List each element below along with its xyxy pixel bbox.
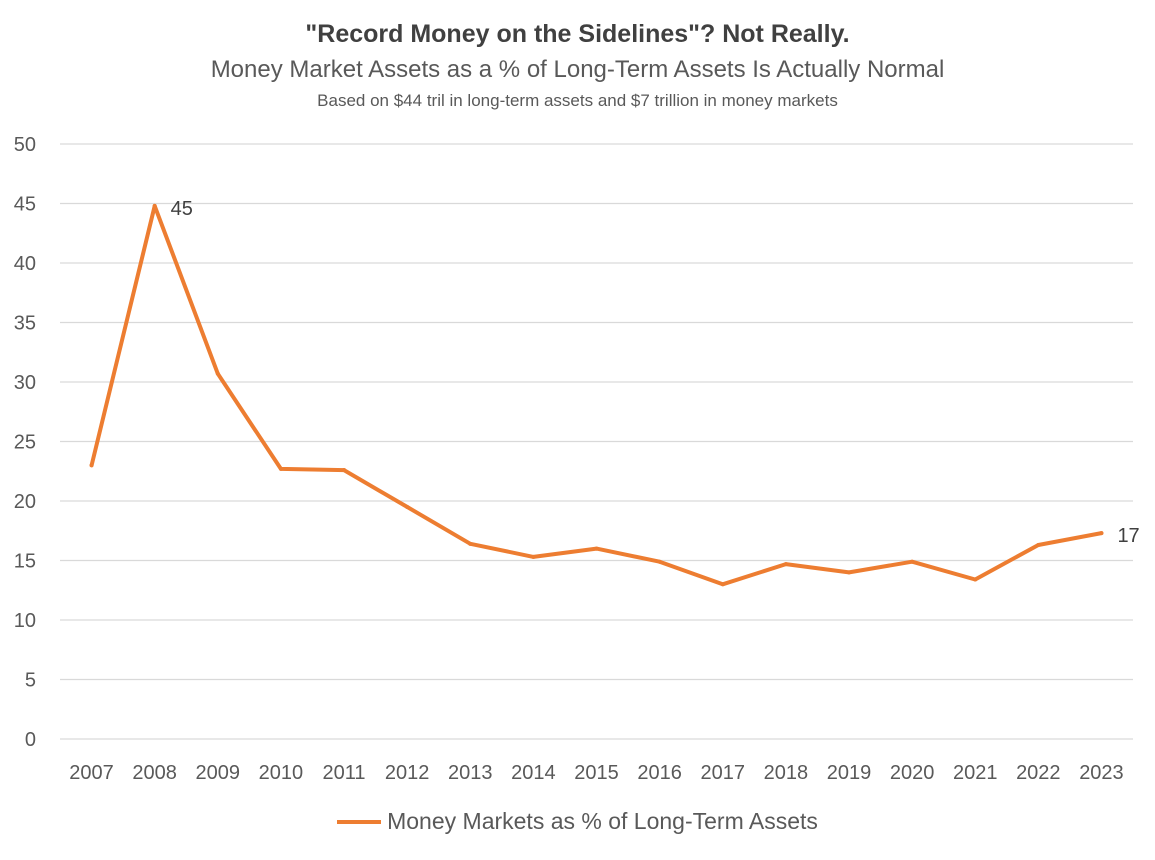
x-tick-label: 2017 [700, 762, 745, 784]
x-tick-label: 2020 [890, 762, 935, 784]
x-tick-label: 2011 [323, 762, 366, 784]
chart-note: Based on $44 tril in long-term assets an… [317, 91, 838, 110]
y-axis-ticks: 0 5 10 15 20 25 30 35 40 45 50 [14, 134, 36, 751]
y-tick-label: 40 [14, 253, 36, 275]
y-tick-label: 30 [14, 372, 36, 394]
x-tick-label: 2007 [69, 762, 114, 784]
data-point [152, 203, 157, 208]
legend-swatch [337, 819, 382, 824]
y-tick-label: 35 [14, 313, 36, 335]
x-tick-label: 2013 [448, 762, 493, 784]
data-point [910, 559, 915, 564]
chart-subtitle: Money Market Assets as a % of Long-Term … [210, 56, 945, 83]
x-tick-label: 2023 [1079, 762, 1124, 784]
x-tick-label: 2016 [637, 762, 682, 784]
y-tick-label: 15 [14, 551, 36, 573]
data-point [405, 504, 410, 509]
legend: Money Markets as % of Long-Term Assets [0, 808, 1155, 835]
data-point [468, 541, 473, 546]
x-tick-label: 2018 [764, 762, 809, 784]
data-point [720, 582, 725, 587]
x-tick-label: 2012 [385, 762, 430, 784]
x-tick-label: 2009 [196, 762, 241, 784]
x-tick-label: 2019 [827, 762, 872, 784]
data-label: 45 [171, 198, 193, 220]
gridlines [60, 143, 1133, 740]
x-tick-label: 2015 [574, 762, 619, 784]
x-tick-label: 2021 [953, 762, 998, 784]
y-tick-label: 0 [25, 729, 36, 751]
data-labels: 45 17 [171, 198, 1140, 547]
y-tick-label: 20 [14, 491, 36, 513]
x-tick-label: 2010 [259, 762, 304, 784]
data-point [594, 546, 599, 551]
data-point [215, 371, 220, 376]
data-point [1036, 543, 1041, 548]
data-label: 17 [1117, 525, 1139, 547]
legend-label: Money Markets as % of Long-Term Assets [387, 808, 818, 834]
x-tick-label: 2014 [511, 762, 556, 784]
y-tick-label: 50 [14, 134, 36, 156]
data-point [783, 562, 788, 567]
series-lines [89, 203, 1104, 587]
data-point [278, 466, 283, 471]
x-tick-label: 2008 [132, 762, 177, 784]
data-point [89, 463, 94, 468]
data-point [342, 468, 347, 473]
chart-title: "Record Money on the Sidelines"? Not Rea… [305, 20, 850, 48]
data-point [657, 559, 662, 564]
y-tick-label: 45 [14, 194, 36, 216]
x-axis-ticks: 2007 2008 2009 2010 2011 2012 2013 2014 2015 2016… [69, 762, 1123, 784]
data-point [531, 554, 536, 559]
y-tick-label: 10 [14, 610, 36, 632]
y-tick-label: 25 [14, 432, 36, 454]
x-tick-label: 2022 [1016, 762, 1061, 784]
data-point [1099, 531, 1104, 536]
data-point [973, 577, 978, 582]
data-point [846, 570, 851, 575]
y-tick-label: 5 [25, 670, 36, 692]
